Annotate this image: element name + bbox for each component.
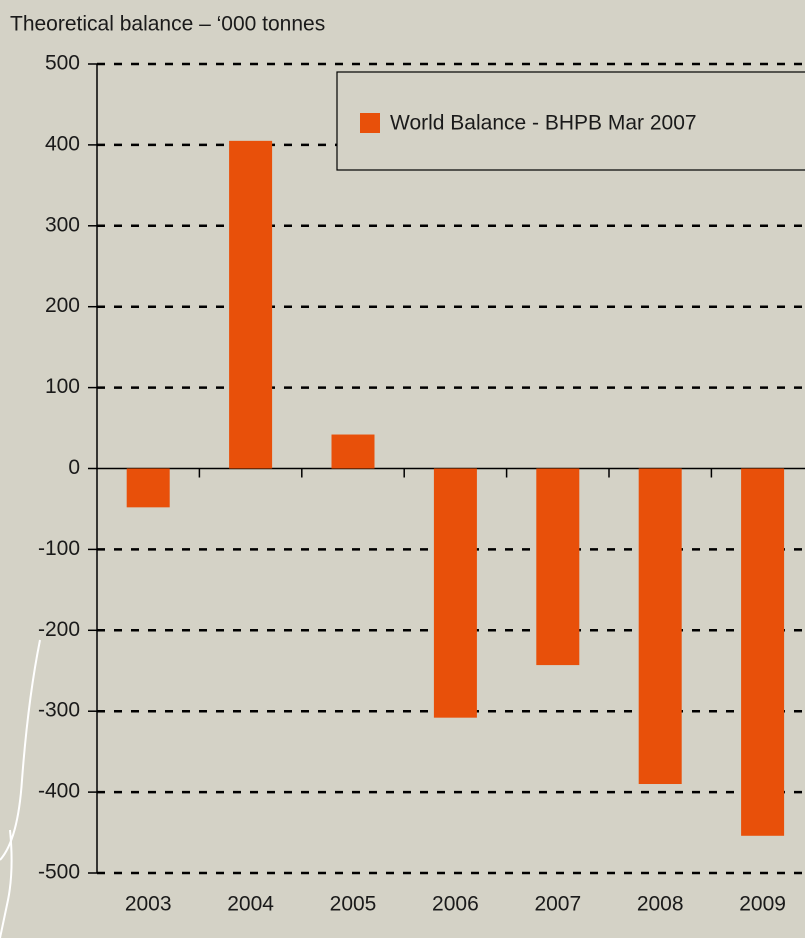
x-tick-label: 2009 [739, 893, 786, 916]
y-tick-label: 100 [45, 375, 80, 398]
x-tick-label: 2005 [330, 893, 377, 916]
bar [433, 468, 477, 718]
y-tick-label: 400 [45, 132, 80, 155]
x-tick-label: 2006 [432, 893, 479, 916]
x-tick-label: 2008 [637, 893, 684, 916]
y-tick-label: 300 [45, 213, 80, 236]
legend-label: World Balance - BHPB Mar 2007 [390, 112, 697, 135]
legend-box [336, 71, 805, 171]
y-tick-label: -200 [38, 618, 80, 641]
y-tick-label: 0 [68, 456, 80, 479]
bar [126, 468, 170, 508]
x-tick-label: 2003 [125, 893, 172, 916]
y-tick-label: -400 [38, 780, 80, 803]
y-tick-label: 500 [45, 52, 80, 75]
y-tick-label: -300 [38, 699, 80, 722]
bar [638, 468, 682, 785]
chart-title: Theoretical balance – ‘000 tonnes [10, 13, 325, 36]
bar [229, 140, 273, 469]
y-tick-label: -500 [38, 861, 80, 884]
y-tick-label: 200 [45, 294, 80, 317]
legend-swatch [360, 113, 380, 133]
x-tick-label: 2007 [534, 893, 581, 916]
bar [331, 434, 375, 469]
bar [741, 468, 785, 836]
bar [536, 468, 580, 666]
decor-curve [0, 829, 13, 938]
x-tick-label: 2004 [227, 893, 274, 916]
y-tick-label: -100 [38, 537, 80, 560]
